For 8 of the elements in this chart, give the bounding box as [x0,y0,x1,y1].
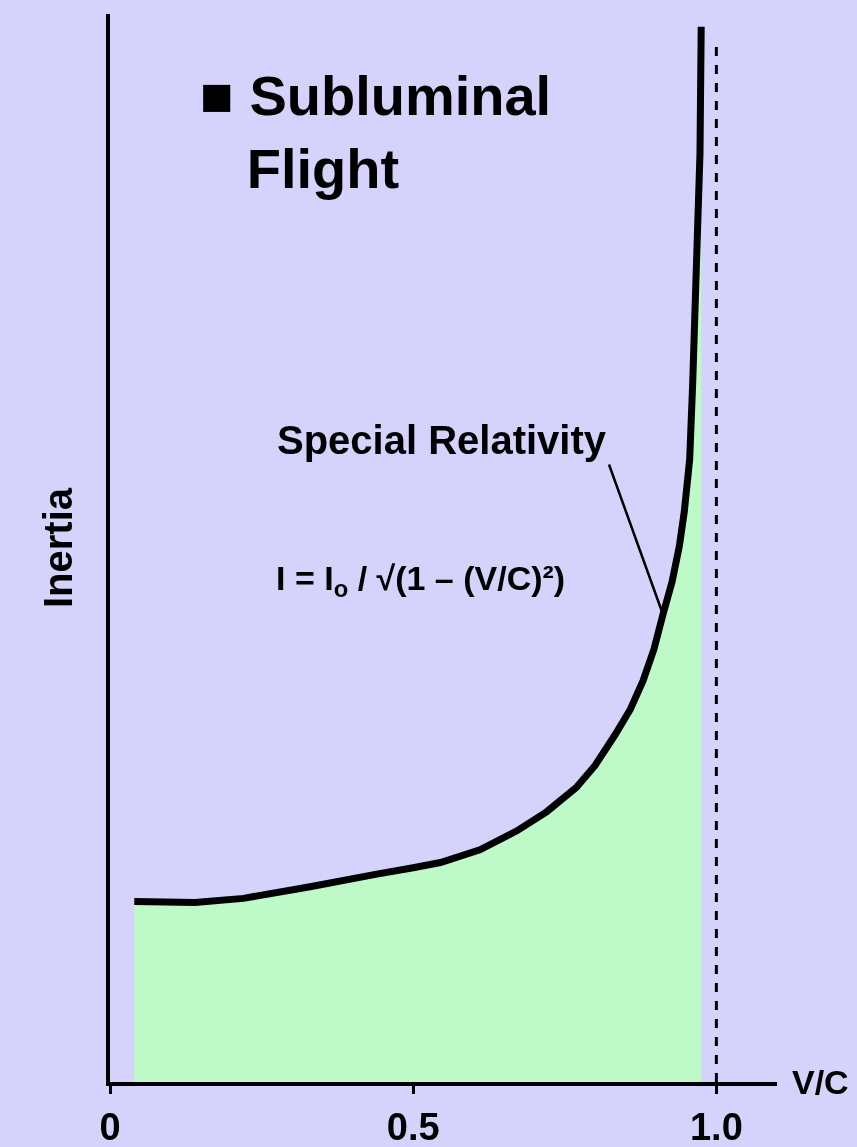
annotation: Special Relativity [277,418,607,462]
x-axis-title: V/C [792,1063,849,1101]
x-tick-label: 0 [99,1105,121,1147]
text: ■ Subluminal Flight [200,63,552,200]
x-tick-label: 0.5 [386,1105,440,1147]
x-tick-label: 1.0 [689,1105,743,1147]
y-axis-title: Inertia [36,487,80,609]
annotation: I = I$_{o}$ / √(1 – (V/C)²) [276,559,566,603]
